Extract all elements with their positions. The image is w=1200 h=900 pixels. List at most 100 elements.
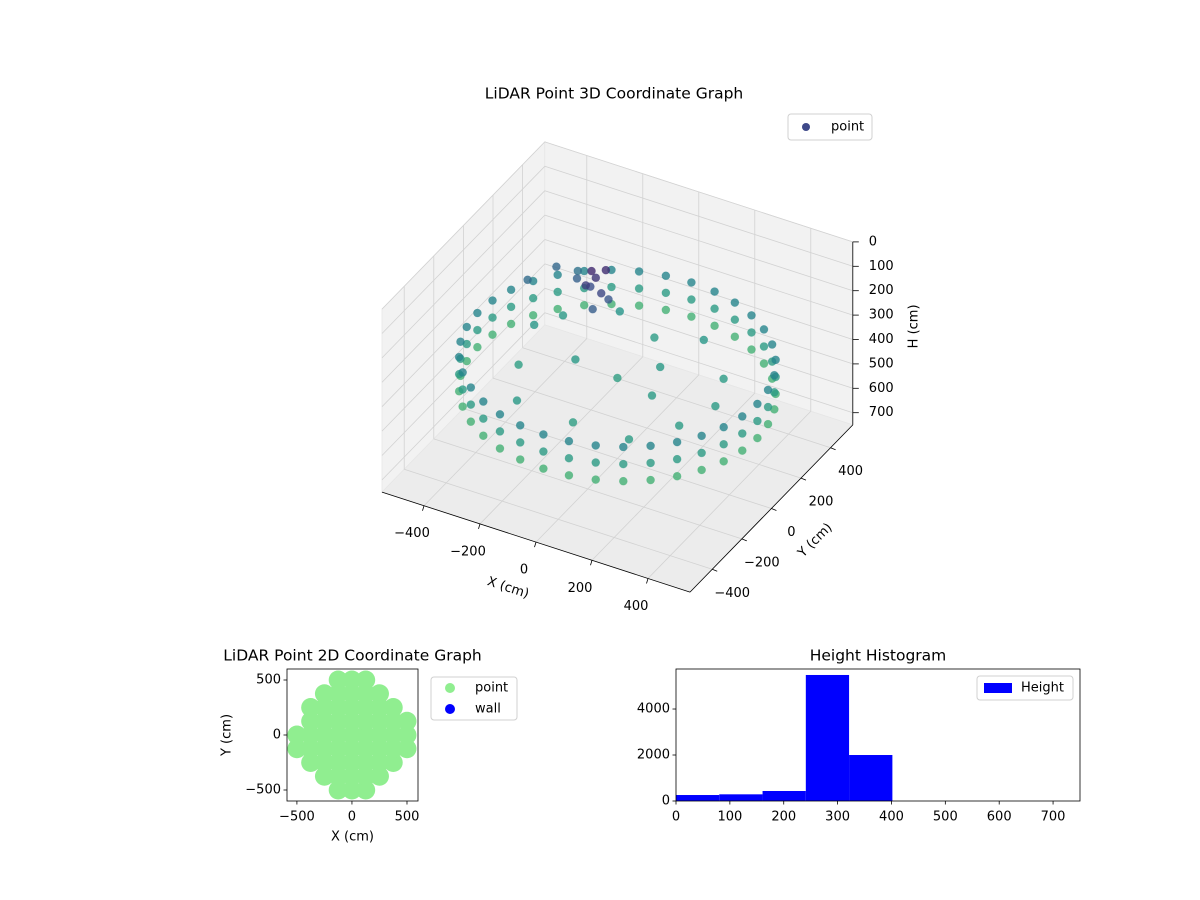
- tick: [422, 505, 425, 511]
- point: [619, 459, 628, 469]
- point: [356, 725, 376, 745]
- point: [646, 475, 655, 485]
- point: [506, 319, 516, 329]
- legend-patch: [984, 683, 1012, 693]
- point: [369, 684, 389, 704]
- point: [619, 476, 628, 486]
- point: [730, 315, 740, 324]
- point: [596, 288, 606, 298]
- point: [314, 753, 334, 772]
- y-tick-label: 400: [838, 464, 863, 479]
- point: [591, 441, 601, 450]
- x-tick-label: 400: [624, 599, 649, 614]
- point: [719, 439, 728, 449]
- point: [369, 711, 389, 731]
- point: [672, 454, 682, 464]
- point: [528, 293, 538, 303]
- point: [328, 725, 348, 745]
- point: [539, 430, 548, 439]
- point: [458, 385, 467, 394]
- point: [613, 373, 622, 383]
- chart-title: LiDAR Point 2D Coordinate Graph: [223, 647, 481, 665]
- tick: [800, 477, 807, 481]
- y-tick-label: 0: [662, 794, 670, 809]
- x-tick-label: −400: [394, 526, 430, 541]
- grid-line: [463, 408, 772, 509]
- x-tick-label: 0: [672, 810, 680, 825]
- point: [479, 431, 488, 441]
- point: [588, 304, 597, 314]
- x-tick-label: −500: [279, 810, 315, 825]
- point: [687, 312, 696, 321]
- point: [730, 298, 740, 307]
- legend-marker: [445, 704, 455, 714]
- point: [466, 383, 476, 392]
- point: [314, 725, 334, 745]
- legend-box: [976, 675, 1074, 701]
- point: [687, 278, 696, 287]
- point: [383, 725, 403, 745]
- point: [699, 335, 709, 345]
- point: [495, 444, 505, 453]
- point: [564, 471, 574, 480]
- point: [356, 670, 376, 690]
- point: [539, 464, 548, 473]
- point: [553, 304, 562, 314]
- z-tick-label: 200: [869, 283, 894, 298]
- point: [539, 447, 548, 456]
- grid-line: [544, 214, 853, 316]
- z-tick-label: 600: [869, 381, 894, 396]
- point: [356, 711, 376, 731]
- point: [466, 400, 476, 409]
- legend-marker: [445, 683, 455, 693]
- point: [356, 753, 376, 772]
- point: [515, 455, 525, 464]
- point: [314, 684, 334, 704]
- point: [719, 374, 728, 384]
- point: [369, 739, 389, 759]
- point: [342, 698, 362, 717]
- point: [301, 753, 321, 772]
- point: [397, 711, 417, 731]
- point: [458, 402, 467, 411]
- point: [515, 438, 525, 447]
- point: [342, 711, 362, 731]
- z-tick-label: 700: [869, 405, 894, 420]
- point: [759, 325, 769, 334]
- point: [591, 475, 601, 484]
- point: [571, 355, 580, 364]
- point: [646, 458, 655, 468]
- point: [458, 368, 467, 377]
- point: [328, 670, 348, 690]
- point: [763, 402, 773, 412]
- tick: [712, 568, 718, 572]
- point: [488, 313, 497, 322]
- x-tick-label: 700: [1041, 810, 1066, 825]
- point: [369, 725, 389, 745]
- point: [564, 436, 574, 446]
- point: [342, 780, 362, 800]
- chart-title: Height Histogram: [810, 647, 947, 665]
- point: [479, 397, 488, 406]
- point: [552, 262, 561, 271]
- point: [287, 725, 307, 745]
- point: [342, 766, 362, 786]
- bar: [762, 790, 806, 801]
- point: [314, 766, 334, 786]
- point: [553, 270, 562, 280]
- point: [397, 739, 417, 759]
- grid-line: [544, 165, 853, 267]
- point: [495, 427, 505, 436]
- point: [767, 340, 777, 349]
- point: [759, 359, 769, 368]
- point: [523, 275, 532, 285]
- point: [719, 457, 728, 466]
- point: [710, 304, 719, 313]
- point: [661, 305, 671, 315]
- x-tick-label: 0: [348, 810, 356, 825]
- legend-marker: [802, 123, 810, 131]
- point: [710, 321, 719, 331]
- point: [647, 391, 657, 400]
- point: [356, 739, 376, 759]
